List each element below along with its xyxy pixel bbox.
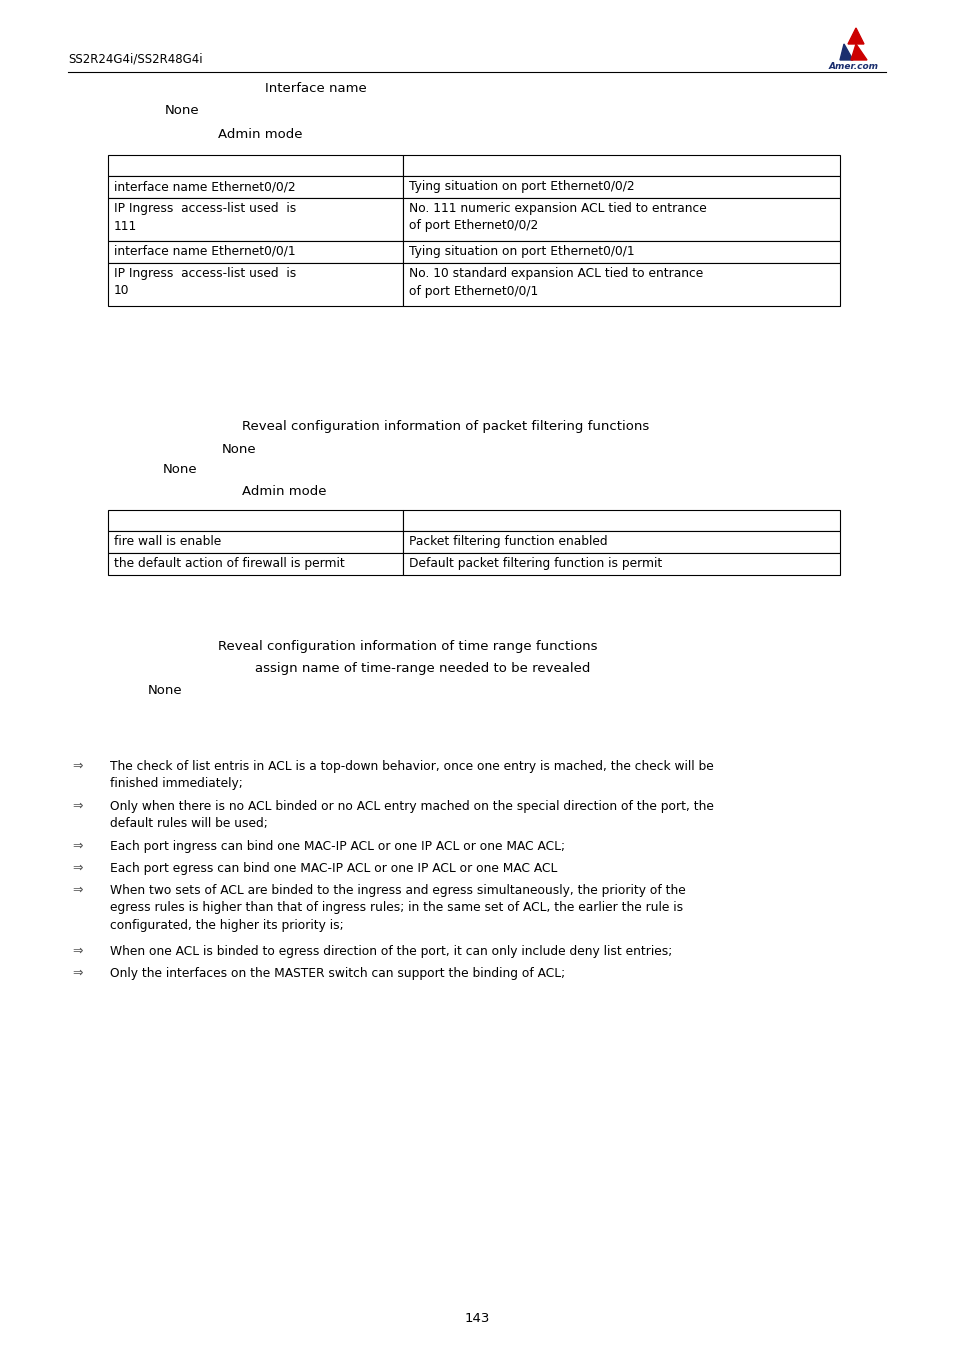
Text: interface name Ethernet0/0/1: interface name Ethernet0/0/1: [113, 244, 295, 258]
Text: ⇒: ⇒: [71, 760, 82, 774]
Text: ⇒: ⇒: [71, 840, 82, 853]
Text: the default action of firewall is permit: the default action of firewall is permit: [113, 558, 344, 570]
Text: Admin mode: Admin mode: [242, 485, 326, 498]
Text: The check of list entris in ACL is a top-down behavior, once one entry is mached: The check of list entris in ACL is a top…: [110, 760, 713, 791]
Text: Interface name: Interface name: [265, 82, 366, 94]
Text: IP Ingress  access-list used  is
111: IP Ingress access-list used is 111: [113, 202, 296, 232]
Bar: [402, 263, 840, 306]
Text: interface name Ethernet0/0/2: interface name Ethernet0/0/2: [113, 180, 295, 193]
Bar: [402, 510, 840, 531]
Bar: [108, 554, 402, 575]
Text: None: None: [163, 463, 197, 477]
Text: IP Ingress  access-list used  is
10: IP Ingress access-list used is 10: [113, 267, 296, 297]
Text: Only when there is no ACL binded or no ACL entry mached on the special direction: Only when there is no ACL binded or no A…: [110, 801, 713, 830]
Bar: [402, 198, 840, 242]
Bar: [108, 176, 402, 198]
Bar: [108, 510, 402, 531]
Text: ⇒: ⇒: [71, 801, 82, 813]
Text: Each port egress can bind one MAC-IP ACL or one IP ACL or one MAC ACL: Each port egress can bind one MAC-IP ACL…: [110, 863, 557, 875]
Text: Only the interfaces on the MASTER switch can support the binding of ACL;: Only the interfaces on the MASTER switch…: [110, 967, 564, 980]
Text: Amer.com: Amer.com: [828, 62, 878, 72]
Bar: [108, 198, 402, 242]
Text: ⇒: ⇒: [71, 884, 82, 896]
Text: None: None: [148, 684, 182, 697]
Text: No. 10 standard expansion ACL tied to entrance
of port Ethernet0/0/1: No. 10 standard expansion ACL tied to en…: [409, 267, 702, 297]
Bar: [108, 531, 402, 554]
Text: ⇒: ⇒: [71, 863, 82, 875]
Text: Reveal configuration information of time range functions: Reveal configuration information of time…: [218, 640, 597, 653]
Text: Packet filtering function enabled: Packet filtering function enabled: [409, 535, 607, 548]
Text: SS2R24G4i/SS2R48G4i: SS2R24G4i/SS2R48G4i: [68, 53, 202, 65]
Bar: [402, 531, 840, 554]
Text: No. 111 numeric expansion ACL tied to entrance
of port Ethernet0/0/2: No. 111 numeric expansion ACL tied to en…: [409, 202, 706, 232]
Text: When one ACL is binded to egress direction of the port, it can only include deny: When one ACL is binded to egress directi…: [110, 945, 672, 958]
Text: ⇒: ⇒: [71, 945, 82, 958]
Bar: [402, 242, 840, 263]
Polygon shape: [840, 45, 852, 59]
Text: None: None: [222, 443, 256, 456]
Text: Reveal configuration information of packet filtering functions: Reveal configuration information of pack…: [242, 420, 649, 433]
Text: Admin mode: Admin mode: [218, 128, 302, 140]
Bar: [108, 263, 402, 306]
Bar: [402, 155, 840, 176]
Text: 143: 143: [464, 1312, 489, 1324]
Text: Default packet filtering function is permit: Default packet filtering function is per…: [409, 558, 661, 570]
Bar: [402, 176, 840, 198]
Bar: [402, 554, 840, 575]
Text: fire wall is enable: fire wall is enable: [113, 535, 221, 548]
Polygon shape: [850, 45, 866, 59]
Polygon shape: [847, 28, 863, 45]
Bar: [108, 155, 402, 176]
Text: When two sets of ACL are binded to the ingress and egress simultaneously, the pr: When two sets of ACL are binded to the i…: [110, 884, 685, 931]
Text: ⇒: ⇒: [71, 967, 82, 980]
Text: None: None: [165, 104, 199, 117]
Text: Each port ingress can bind one MAC-IP ACL or one IP ACL or one MAC ACL;: Each port ingress can bind one MAC-IP AC…: [110, 840, 564, 853]
Bar: [108, 242, 402, 263]
Text: Tying situation on port Ethernet0/0/2: Tying situation on port Ethernet0/0/2: [409, 180, 634, 193]
Text: assign name of time-range needed to be revealed: assign name of time-range needed to be r…: [254, 662, 590, 675]
Text: Tying situation on port Ethernet0/0/1: Tying situation on port Ethernet0/0/1: [409, 244, 634, 258]
